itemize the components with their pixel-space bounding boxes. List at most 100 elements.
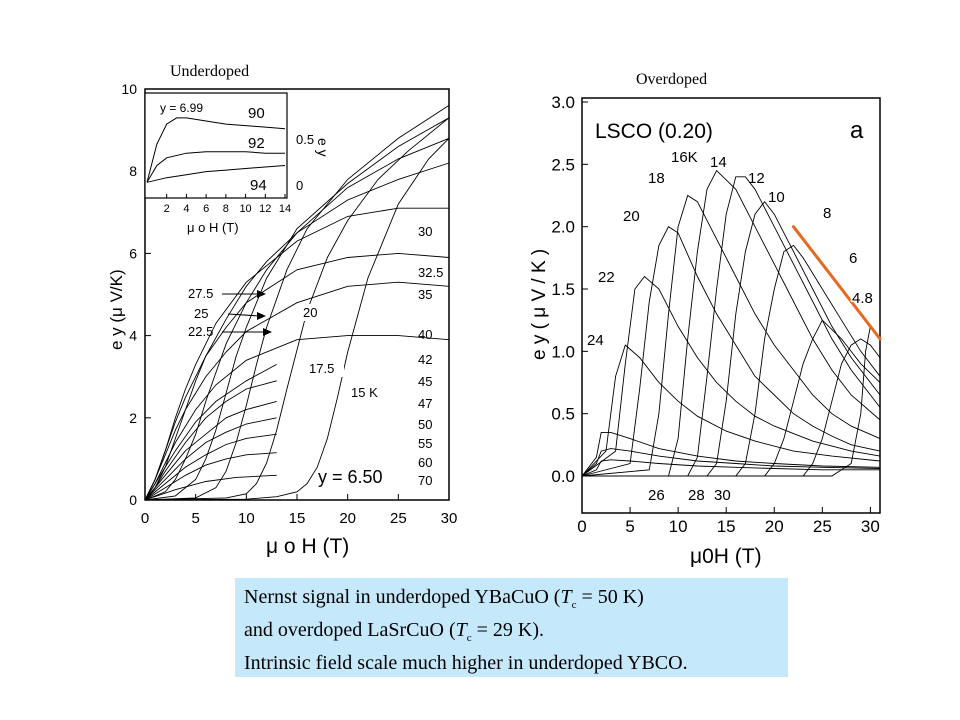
left-series-line — [144, 281, 450, 501]
left-arrow-labels: 27.5 25 22.5 — [188, 286, 272, 339]
right-temperature-label: 22 — [598, 269, 615, 286]
left-temperature-label: 60 — [418, 455, 432, 470]
right-series-line — [581, 194, 881, 477]
left-series-line — [144, 335, 450, 501]
right-temperature-label: 4.8 — [852, 290, 873, 307]
left-arrow-label: 25 — [194, 306, 208, 321]
left-x-tick-label: 15 — [289, 510, 306, 527]
right-series-line — [582, 169, 881, 477]
inset-x-tick-label: 8 — [223, 203, 229, 215]
left-x-tick-label: 20 — [339, 510, 356, 527]
inset-x-tick-label: 4 — [183, 203, 189, 215]
right-x-tick-label: 20 — [765, 517, 784, 536]
left-temperature-label: 32.5 — [418, 265, 443, 280]
left-arrow-label: 27.5 — [188, 286, 213, 301]
caption-tc-symbol: T — [455, 619, 467, 641]
left-arrow-head — [257, 290, 266, 298]
left-series-line — [144, 117, 450, 501]
left-temperature-label: 42 — [418, 352, 432, 367]
left-y-tick-label: 2 — [129, 410, 137, 426]
right-x-tick-label: 25 — [813, 517, 832, 536]
inset-curves — [146, 117, 286, 183]
right-series-line — [582, 244, 881, 477]
left-temperature-label: 47 — [418, 396, 432, 411]
left-x-tick-label: 30 — [441, 510, 458, 527]
caption-text: = 29 K). — [471, 619, 545, 641]
left-arrow-line — [227, 313, 261, 317]
inset-series-line — [146, 165, 286, 183]
left-arrow-label: 22.5 — [188, 324, 213, 339]
left-series-line — [144, 452, 277, 501]
right-temperature-label: 14 — [710, 154, 727, 171]
right-temperature-label: 10 — [768, 189, 785, 206]
inset-series-label: 92 — [248, 135, 265, 152]
left-text-labels: μ o H (T) e y (μ V/K) y = 6.50 30 32.5 35 4… — [107, 101, 443, 558]
caption-line-1: Nernst signal in underdoped YBaCuO (Tc =… — [244, 585, 779, 618]
panel-title-underdoped: Underdoped — [170, 63, 250, 80]
inset-series-labels: 90 92 94 — [248, 105, 267, 194]
caption-line-3: Intrinsic field scale much higher in und… — [244, 652, 688, 674]
left-arrow-head — [263, 328, 272, 336]
left-temperature-label: 55 — [418, 436, 432, 451]
left-x-axis-label: μ o H (T) — [266, 535, 349, 558]
left-temperature-label: 50 — [418, 417, 432, 432]
right-series-line — [581, 275, 881, 477]
right-temperature-label: 20 — [623, 208, 640, 225]
inset-series-label: 94 — [250, 177, 267, 194]
caption-text: Nernst signal in underdoped YBaCuO ( — [244, 586, 561, 608]
right-series-line — [581, 226, 881, 477]
left-inner-label: 15 K — [351, 385, 378, 400]
left-curves — [144, 105, 450, 501]
inset-right-tick-label: 0.5 — [296, 132, 314, 147]
inset-right-tick-labels: 0.50 — [296, 132, 314, 193]
inset-y-axis-label: e y — [315, 138, 331, 157]
right-temperature-label: 16K — [671, 149, 698, 166]
caption-text: and overdoped LaSrCuO ( — [244, 619, 456, 641]
left-series-line — [144, 162, 450, 501]
right-series-line — [582, 200, 881, 477]
right-y-tick-label: 0.0 — [551, 467, 575, 486]
left-y-tick-label: 0 — [129, 492, 137, 508]
left-y-tick-label: 4 — [129, 328, 137, 344]
left-series-line — [144, 252, 450, 501]
left-x-tick-label: 25 — [390, 510, 407, 527]
left-y-tick-label: 8 — [129, 163, 137, 179]
right-series-line — [582, 325, 881, 477]
left-temperature-label: 70 — [418, 473, 432, 488]
left-inner-label-bg — [300, 304, 322, 321]
panel-title-overdoped: Overdoped — [636, 71, 708, 88]
right-series-line — [581, 459, 880, 477]
inset-x-axis-label: μ o H (T) — [187, 220, 239, 235]
right-x-tick-label: 5 — [625, 517, 634, 536]
left-x-tick-label: 10 — [238, 510, 255, 527]
right-temperature-label: 26 — [648, 487, 665, 504]
right-y-tick-label: 2.5 — [551, 155, 575, 174]
left-y-tick-label: 6 — [129, 245, 137, 261]
caption-tc-subscript: c — [466, 632, 472, 644]
orange-fit-line — [791, 225, 882, 341]
inset-right-tick-label: 0 — [296, 178, 303, 193]
caption-tc-symbol: T — [560, 586, 572, 608]
right-x-tick-label: 0 — [577, 517, 586, 536]
right-x-axis-label: μ0H (T) — [690, 545, 762, 568]
left-temperature-label: 45 — [418, 374, 432, 389]
left-annotation: y = 6.50 — [318, 467, 383, 487]
right-series-line — [581, 448, 881, 477]
left-inner-label: 20 — [303, 305, 317, 320]
right-x-tick-label: 30 — [861, 517, 880, 536]
right-temperature-label: 18 — [648, 170, 665, 187]
left-series-line — [144, 474, 277, 501]
figure-caption: Nernst signal in underdoped YBaCuO (Tc =… — [235, 578, 788, 677]
right-chart-title: LSCO (0.20) — [595, 120, 713, 143]
left-series-line — [144, 117, 450, 501]
left-inner-label: 17.5 — [309, 361, 334, 376]
left-series-line — [144, 364, 277, 501]
inset-series-line — [146, 151, 285, 183]
caption-tc-subscript: c — [571, 599, 577, 611]
right-series-line — [582, 319, 881, 477]
right-axis-ticks: 0 5 10 15 20 25 30 0.0 0.5 1.0 1.5 2.0 2.5 3.0 — [551, 93, 879, 536]
right-y-axis-label: e y ( μ V / K ) — [529, 249, 550, 360]
